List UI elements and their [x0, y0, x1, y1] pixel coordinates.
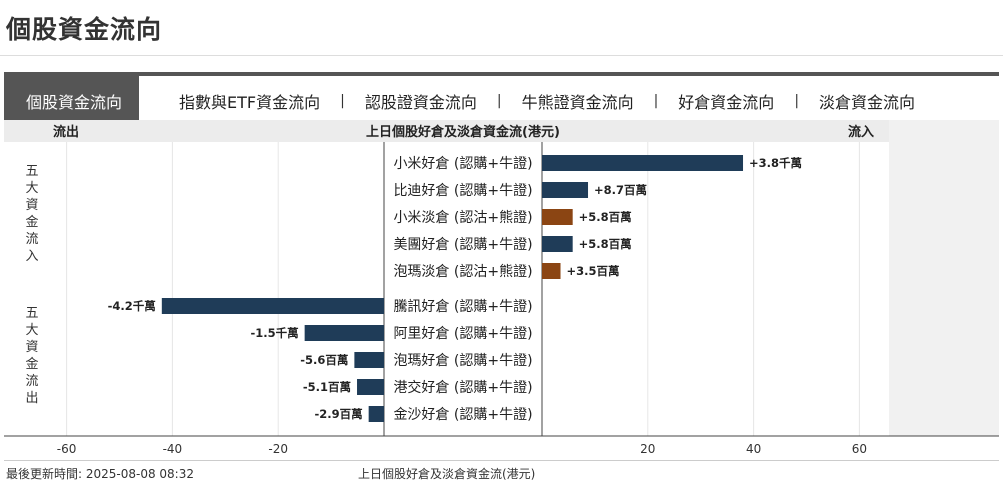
tab-warrant-fund-flow[interactable]: 認股證資金流向 [364, 93, 477, 112]
last-updated-text: 最後更新時間: 2025-08-08 08:32 [6, 467, 194, 481]
x-tick-label: -20 [268, 442, 288, 456]
data-label: +8.7百萬 [594, 183, 647, 197]
tab-separator: | [496, 93, 502, 109]
tab-separator: | [340, 93, 345, 109]
tab-separator: | [653, 93, 659, 109]
x-tick-label: 20 [640, 442, 655, 456]
bar [368, 406, 384, 422]
category-label: 比迪好倉 (認購+牛證) [393, 182, 532, 199]
x-tick-label: 60 [852, 442, 867, 456]
bar [542, 209, 573, 225]
data-label: -5.1百萬 [303, 380, 351, 394]
category-label: 阿里好倉 (認購+牛證) [393, 325, 532, 342]
category-label: 美團好倉 (認購+牛證) [393, 236, 532, 253]
bar [304, 325, 384, 341]
group-label-inflow: 入 [25, 249, 38, 264]
tab-stock-fund-flow[interactable]: 個股資金流向 [4, 76, 140, 126]
data-label: -2.9百萬 [315, 407, 363, 421]
category-label: 港交好倉 (認購+牛證) [393, 379, 532, 396]
inflow-header: 流入 [848, 124, 874, 140]
tab-short-fund-flow[interactable]: 淡倉資金流向 [819, 93, 916, 112]
chart-shade-area [889, 120, 999, 436]
bar [542, 263, 561, 279]
tab-separator: | [794, 93, 800, 109]
group-label-outflow: 金 [25, 356, 38, 372]
x-tick-label: 40 [746, 442, 761, 456]
category-label: 金沙好倉 (認購+牛證) [393, 406, 532, 423]
data-label: +5.8百萬 [579, 237, 632, 251]
data-label: -1.5千萬 [250, 326, 298, 340]
page-title: 個股資金流向 [6, 15, 163, 44]
data-label: +5.8百萬 [579, 210, 632, 224]
chart-header-band [4, 120, 999, 142]
tab-bar: 個股資金流向 指數與ETF資金流向 | 認股證資金流向 | 牛熊證資金流向 | … [4, 72, 999, 126]
category-label: 騰訊好倉 (認購+牛證) [393, 298, 532, 315]
group-label-inflow: 五 [25, 164, 38, 179]
bar [542, 182, 589, 198]
group-label-inflow: 資 [25, 198, 38, 213]
group-label-outflow: 資 [25, 340, 38, 355]
footer-divider [4, 460, 999, 461]
bar [542, 236, 573, 252]
group-label-outflow: 流 [25, 374, 38, 389]
tab-cbbc-fund-flow[interactable]: 牛熊證資金流向 [521, 93, 634, 112]
data-label: +3.8千萬 [749, 156, 802, 170]
data-label: +3.5百萬 [567, 264, 620, 278]
group-label-outflow: 五 [25, 306, 38, 321]
group-label-inflow: 大 [25, 181, 38, 196]
chart-caption: 上日個股好倉及淡倉資金流(港元) [358, 467, 536, 481]
category-label: 小米好倉 (認購+牛證) [393, 155, 532, 172]
data-label: -4.2千萬 [108, 299, 156, 313]
category-label: 泡瑪好倉 (認購+牛證) [393, 352, 532, 369]
bar [161, 298, 384, 314]
bar [357, 379, 384, 395]
x-tick-label: -60 [57, 442, 77, 456]
tab-long-fund-flow[interactable]: 好倉資金流向 [678, 93, 775, 112]
tab-index-etf-fund-flow[interactable]: 指數與ETF資金流向 [179, 93, 321, 112]
data-label: -5.6百萬 [300, 353, 348, 367]
group-label-inflow: 金 [25, 214, 38, 230]
group-label-inflow: 流 [25, 232, 38, 247]
x-tick-label: -40 [163, 442, 183, 456]
group-label-outflow: 出 [25, 391, 38, 406]
chart-title: 上日個股好倉及淡倉資金流(港元) [366, 124, 560, 140]
group-label-outflow: 大 [25, 323, 38, 338]
category-label: 泡瑪淡倉 (認沽+熊證) [393, 263, 532, 280]
category-label: 小米淡倉 (認沽+熊證) [393, 209, 532, 226]
outflow-header: 流出 [53, 124, 79, 140]
title-divider [0, 55, 1003, 56]
bar [542, 155, 744, 171]
bar [354, 352, 384, 368]
